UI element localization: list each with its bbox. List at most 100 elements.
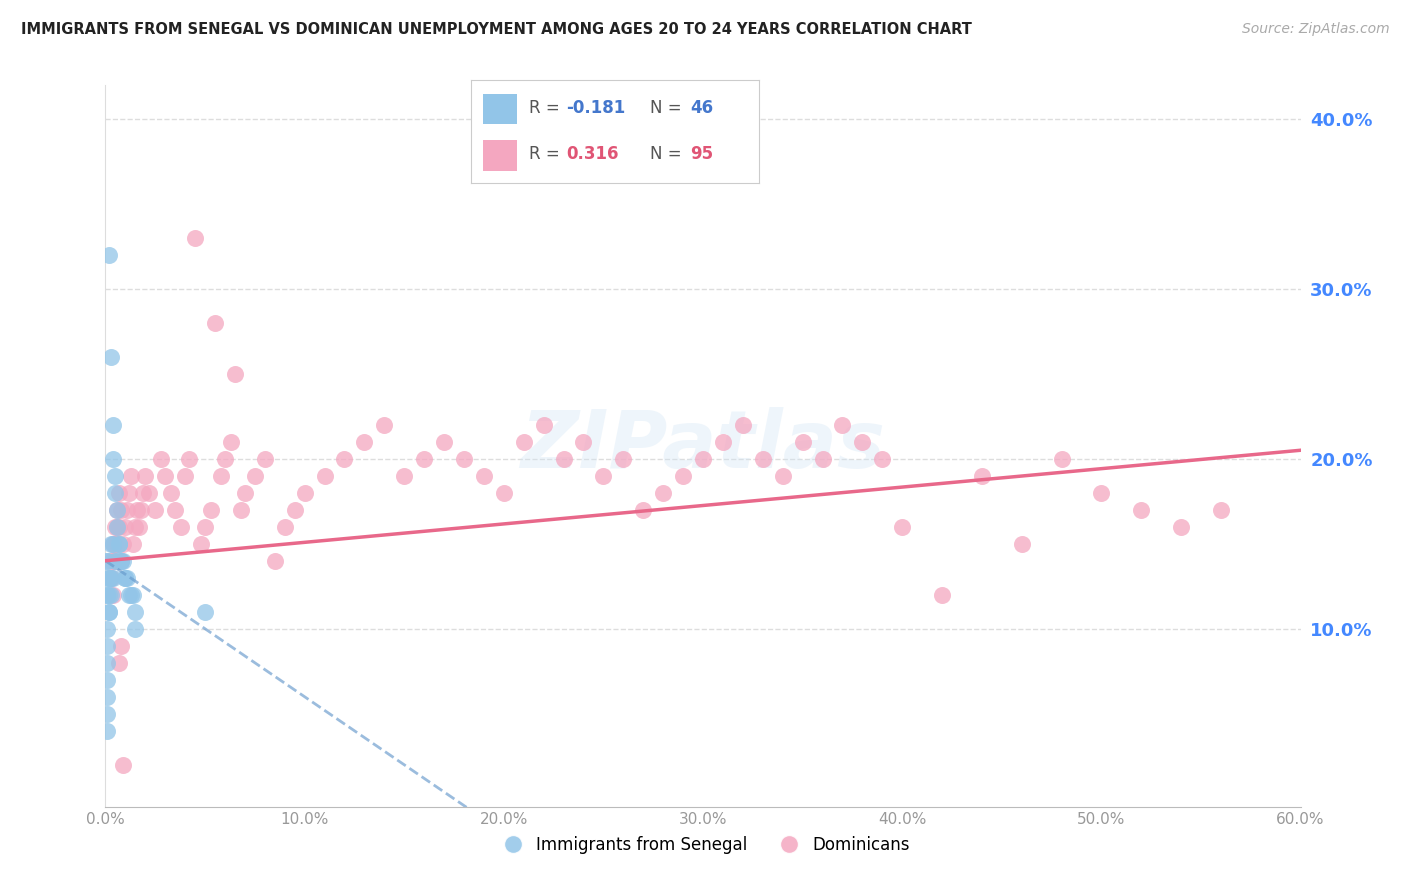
Point bbox=[224, 367, 246, 381]
Text: 46: 46 bbox=[690, 99, 713, 117]
Point bbox=[751, 451, 773, 466]
Point bbox=[118, 485, 141, 500]
Point bbox=[103, 537, 125, 551]
Point bbox=[107, 520, 129, 534]
Point bbox=[104, 468, 127, 483]
Point bbox=[96, 588, 118, 602]
Point bbox=[117, 502, 139, 516]
Point bbox=[108, 485, 131, 500]
Point bbox=[413, 451, 436, 466]
Point bbox=[792, 434, 814, 449]
Point bbox=[129, 502, 153, 516]
Point bbox=[891, 520, 914, 534]
Point bbox=[314, 468, 336, 483]
Text: 95: 95 bbox=[690, 145, 713, 163]
Text: R =: R = bbox=[529, 145, 569, 163]
Point bbox=[108, 537, 131, 551]
Point bbox=[107, 502, 129, 516]
Point bbox=[98, 605, 121, 619]
Point bbox=[112, 554, 135, 568]
Point bbox=[107, 554, 129, 568]
Point bbox=[100, 554, 122, 568]
Point bbox=[138, 485, 160, 500]
Point bbox=[143, 502, 166, 516]
Point bbox=[553, 451, 575, 466]
Point bbox=[107, 502, 129, 516]
Point bbox=[122, 537, 145, 551]
Point bbox=[970, 468, 993, 483]
Text: 0.316: 0.316 bbox=[567, 145, 619, 163]
Text: N =: N = bbox=[650, 99, 686, 117]
Point bbox=[103, 537, 125, 551]
Point bbox=[652, 485, 675, 500]
Point bbox=[233, 485, 256, 500]
Point bbox=[98, 248, 121, 262]
Point bbox=[160, 485, 183, 500]
Point bbox=[104, 554, 127, 568]
Point bbox=[243, 468, 266, 483]
Point bbox=[1011, 537, 1033, 551]
Bar bbox=[482, 140, 517, 170]
Point bbox=[1170, 520, 1192, 534]
Point bbox=[229, 502, 252, 516]
Point bbox=[153, 468, 177, 483]
Legend: Immigrants from Senegal, Dominicans: Immigrants from Senegal, Dominicans bbox=[489, 829, 917, 861]
Point bbox=[114, 571, 136, 585]
Point bbox=[96, 554, 118, 568]
Point bbox=[1209, 502, 1232, 516]
Point bbox=[200, 502, 222, 516]
Point bbox=[1090, 485, 1112, 500]
Point bbox=[100, 571, 122, 585]
Point bbox=[96, 622, 118, 636]
Point bbox=[194, 520, 217, 534]
Point bbox=[96, 554, 118, 568]
Point bbox=[294, 485, 316, 500]
Point bbox=[98, 571, 121, 585]
Point bbox=[711, 434, 734, 449]
Point bbox=[110, 554, 132, 568]
Point bbox=[1050, 451, 1073, 466]
Point bbox=[170, 520, 193, 534]
Text: Source: ZipAtlas.com: Source: ZipAtlas.com bbox=[1241, 22, 1389, 37]
Point bbox=[194, 605, 217, 619]
Point bbox=[110, 554, 132, 568]
Point bbox=[134, 468, 156, 483]
Point bbox=[633, 502, 655, 516]
Point bbox=[100, 588, 122, 602]
Point bbox=[98, 571, 121, 585]
Point bbox=[353, 434, 375, 449]
Point bbox=[96, 656, 118, 670]
Point bbox=[392, 468, 416, 483]
Point bbox=[100, 571, 122, 585]
Point bbox=[118, 588, 141, 602]
Point bbox=[104, 485, 127, 500]
Point bbox=[96, 673, 118, 687]
Point bbox=[120, 468, 142, 483]
Point bbox=[108, 520, 131, 534]
Point bbox=[273, 520, 295, 534]
Text: ZIPatlas: ZIPatlas bbox=[520, 407, 886, 485]
Point bbox=[103, 554, 125, 568]
Point bbox=[108, 537, 131, 551]
Point bbox=[96, 571, 118, 585]
Point bbox=[851, 434, 873, 449]
Point bbox=[165, 502, 187, 516]
Point bbox=[184, 231, 207, 245]
Point bbox=[831, 417, 853, 432]
Point bbox=[96, 723, 118, 738]
Point bbox=[433, 434, 456, 449]
Point bbox=[112, 757, 135, 772]
Bar bbox=[482, 94, 517, 124]
Text: IMMIGRANTS FROM SENEGAL VS DOMINICAN UNEMPLOYMENT AMONG AGES 20 TO 24 YEARS CORR: IMMIGRANTS FROM SENEGAL VS DOMINICAN UNE… bbox=[21, 22, 972, 37]
Point bbox=[132, 485, 155, 500]
Point bbox=[96, 588, 118, 602]
Point bbox=[150, 451, 173, 466]
Point bbox=[104, 520, 127, 534]
Point bbox=[513, 434, 536, 449]
Point bbox=[472, 468, 495, 483]
Point bbox=[107, 520, 129, 534]
Point bbox=[284, 502, 307, 516]
Point bbox=[103, 588, 125, 602]
Point bbox=[1130, 502, 1153, 516]
Point bbox=[124, 605, 146, 619]
